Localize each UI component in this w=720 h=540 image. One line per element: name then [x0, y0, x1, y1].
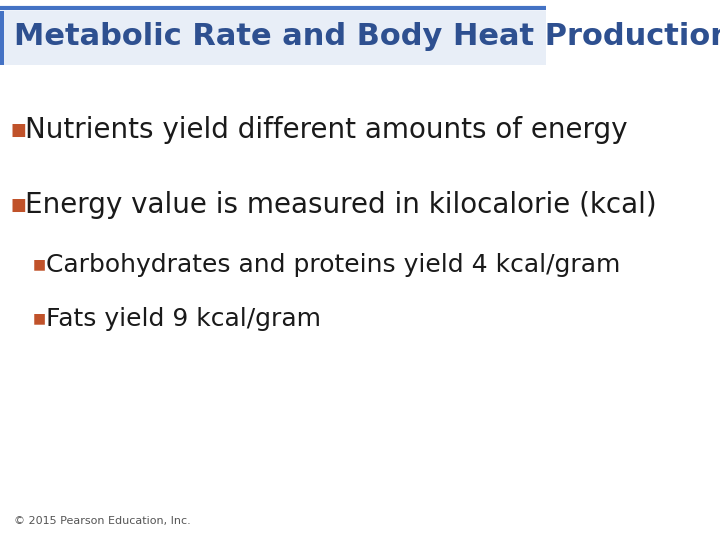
Text: © 2015 Pearson Education, Inc.: © 2015 Pearson Education, Inc. [14, 516, 190, 526]
Text: ■: ■ [33, 258, 46, 272]
Text: Energy value is measured in kilocalorie (kcal): Energy value is measured in kilocalorie … [24, 191, 656, 219]
Text: Fats yield 9 kcal/gram: Fats yield 9 kcal/gram [46, 307, 321, 330]
Text: Nutrients yield different amounts of energy: Nutrients yield different amounts of ene… [24, 116, 627, 144]
FancyBboxPatch shape [0, 11, 546, 65]
Text: ■: ■ [11, 196, 27, 214]
Text: Carbohydrates and proteins yield 4 kcal/gram: Carbohydrates and proteins yield 4 kcal/… [46, 253, 621, 276]
Text: Metabolic Rate and Body Heat Production: Metabolic Rate and Body Heat Production [14, 22, 720, 51]
Text: ■: ■ [11, 120, 27, 139]
Text: ■: ■ [33, 312, 46, 326]
FancyBboxPatch shape [0, 11, 4, 65]
